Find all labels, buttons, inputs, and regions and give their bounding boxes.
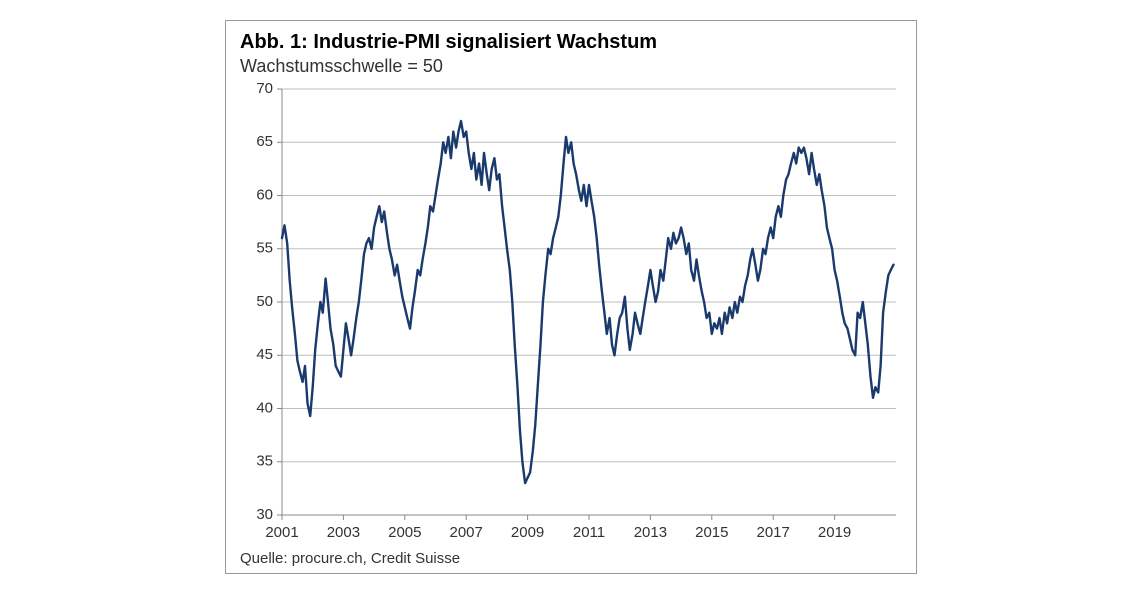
svg-text:60: 60 bbox=[256, 186, 273, 203]
svg-text:30: 30 bbox=[256, 506, 273, 523]
svg-text:2015: 2015 bbox=[695, 524, 728, 541]
svg-text:50: 50 bbox=[256, 293, 273, 310]
svg-text:65: 65 bbox=[256, 133, 273, 150]
line-chart: 30 35 40 45 50 55 60 65 70 2001 2003 2005 2007 2009 20… bbox=[240, 83, 904, 543]
svg-text:40: 40 bbox=[256, 399, 273, 416]
svg-text:2019: 2019 bbox=[818, 524, 851, 541]
svg-text:70: 70 bbox=[256, 83, 273, 97]
svg-text:2013: 2013 bbox=[634, 524, 667, 541]
chart-panel: Abb. 1: Industrie-PMI signalisiert Wachs… bbox=[225, 20, 917, 574]
svg-text:2007: 2007 bbox=[450, 524, 483, 541]
svg-text:2011: 2011 bbox=[573, 524, 605, 541]
svg-text:45: 45 bbox=[256, 346, 273, 363]
chart-subtitle: Wachstumsschwelle = 50 bbox=[240, 56, 902, 77]
svg-text:2005: 2005 bbox=[388, 524, 421, 541]
svg-text:55: 55 bbox=[256, 240, 273, 257]
svg-text:35: 35 bbox=[256, 453, 273, 470]
svg-text:2001: 2001 bbox=[265, 524, 298, 541]
svg-text:2017: 2017 bbox=[757, 524, 790, 541]
chart-source: Quelle: procure.ch, Credit Suisse bbox=[240, 550, 460, 567]
chart-title: Abb. 1: Industrie-PMI signalisiert Wachs… bbox=[240, 31, 902, 54]
svg-text:2003: 2003 bbox=[327, 524, 360, 541]
svg-text:2009: 2009 bbox=[511, 524, 544, 541]
